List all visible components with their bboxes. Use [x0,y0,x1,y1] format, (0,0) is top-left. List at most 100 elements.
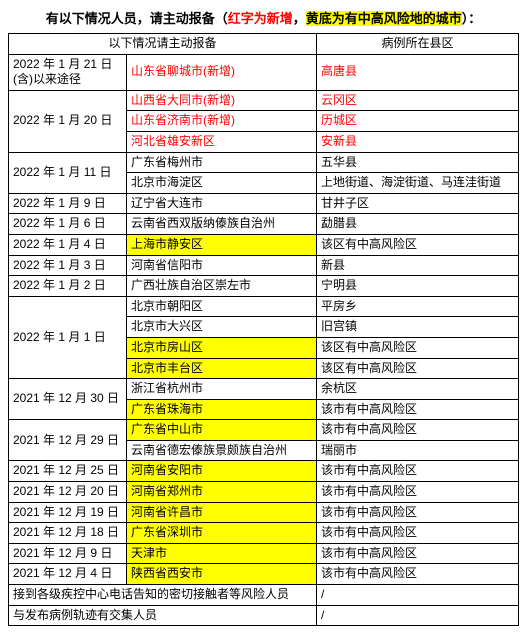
date-cell: 2021 年 12 月 25 日 [9,461,127,482]
city-cell: 广东省中山市 [127,420,317,441]
district-cell: 该市有中高风险区 [317,399,519,420]
table-row: 2021 年 12 月 4 日陕西省西安市该市有中高风险区 [9,564,519,585]
footer-row: 接到各级疾控中心电话告知的密切接触者等风险人员/ [9,585,519,606]
table-row: 2021 年 12 月 25 日河南省安阳市该市有中高风险区 [9,461,519,482]
district-cell: 该市有中高风险区 [317,564,519,585]
table-header-row: 以下情况请主动报备 病例所在县区 [9,34,519,55]
district-cell: 该市有中高风险区 [317,543,519,564]
table-row: 2021 年 12 月 30 日浙江省杭州市余杭区 [9,379,519,400]
city-cell: 山东省聊城市(新增) [127,54,317,90]
table-row: 2022 年 1 月 4 日上海市静安区该区有中高风险区 [9,234,519,255]
date-cell: 2022 年 1 月 21 日(含)以来途径 [9,54,127,90]
date-cell: 2021 年 12 月 9 日 [9,543,127,564]
table-row: 2022 年 1 月 2 日广西壮族自治区崇左市宁明县 [9,276,519,297]
table-row: 2021 年 12 月 9 日天津市该市有中高风险区 [9,543,519,564]
footer-row: 与发布病例轨迹有交集人员/ [9,605,519,626]
city-cell: 河南省许昌市 [127,502,317,523]
title-yellow: 黄底为有中高风险地的城市 [306,11,462,26]
table-row: 2022 年 1 月 6 日云南省西双版纳傣族自治州勐腊县 [9,214,519,235]
table-row: 2021 年 12 月 29 日广东省中山市该市有中高风险区 [9,420,519,441]
city-cell: 山西省大同市(新增) [127,90,317,111]
city-cell: 广东省深圳市 [127,523,317,544]
city-cell: 山东省济南市(新增) [127,111,317,132]
date-cell: 2022 年 1 月 6 日 [9,214,127,235]
date-cell: 2021 年 12 月 18 日 [9,523,127,544]
district-cell: 宁明县 [317,276,519,297]
city-cell: 北京市房山区 [127,337,317,358]
district-cell: 云冈区 [317,90,519,111]
header-col2: 病例所在县区 [317,34,519,55]
city-cell: 云南省西双版纳傣族自治州 [127,214,317,235]
district-cell: 安新县 [317,131,519,152]
city-cell: 北京市丰台区 [127,358,317,379]
date-cell: 2021 年 12 月 29 日 [9,420,127,461]
table-row: 2022 年 1 月 9 日辽宁省大连市甘井子区 [9,193,519,214]
city-cell: 广东省梅州市 [127,152,317,173]
district-cell: 五华县 [317,152,519,173]
district-cell: 该区有中高风险区 [317,358,519,379]
date-cell: 2022 年 1 月 1 日 [9,296,127,378]
footer-value: / [317,605,519,626]
city-cell: 河南省安阳市 [127,461,317,482]
date-cell: 2021 年 12 月 4 日 [9,564,127,585]
district-cell: 该市有中高风险区 [317,523,519,544]
city-cell: 浙江省杭州市 [127,379,317,400]
district-cell: 上地街道、海淀街道、马连洼街道 [317,173,519,194]
city-cell: 河南省信阳市 [127,255,317,276]
footer-value: / [317,585,519,606]
risk-table: 以下情况请主动报备 病例所在县区 2022 年 1 月 21 日(含)以来途径山… [8,33,519,626]
table-row: 2021 年 12 月 20 日河南省郑州市该市有中高风险区 [9,482,519,503]
header-col1: 以下情况请主动报备 [9,34,317,55]
table-row: 2022 年 1 月 11 日广东省梅州市五华县 [9,152,519,173]
date-cell: 2022 年 1 月 11 日 [9,152,127,193]
city-cell: 河北省雄安新区 [127,131,317,152]
title-prefix: 有以下情况人员，请主动报备（ [46,11,228,26]
city-cell: 上海市静安区 [127,234,317,255]
city-cell: 云南省德宏傣族景颇族自治州 [127,440,317,461]
date-cell: 2021 年 12 月 30 日 [9,379,127,420]
table-row: 2021 年 12 月 19 日河南省许昌市该市有中高风险区 [9,502,519,523]
date-cell: 2022 年 1 月 9 日 [9,193,127,214]
district-cell: 该区有中高风险区 [317,234,519,255]
table-row: 2022 年 1 月 3 日河南省信阳市新县 [9,255,519,276]
district-cell: 平房乡 [317,296,519,317]
city-cell: 北京市朝阳区 [127,296,317,317]
date-cell: 2022 年 1 月 2 日 [9,276,127,297]
city-cell: 北京市大兴区 [127,317,317,338]
table-row: 2022 年 1 月 1 日北京市朝阳区平房乡 [9,296,519,317]
table-row: 2021 年 12 月 18 日广东省深圳市该市有中高风险区 [9,523,519,544]
city-cell: 广东省珠海市 [127,399,317,420]
district-cell: 勐腊县 [317,214,519,235]
city-cell: 辽宁省大连市 [127,193,317,214]
footer-label: 与发布病例轨迹有交集人员 [9,605,317,626]
city-cell: 北京市海淀区 [127,173,317,194]
district-cell: 该市有中高风险区 [317,420,519,441]
city-cell: 广西壮族自治区崇左市 [127,276,317,297]
city-cell: 河南省郑州市 [127,482,317,503]
district-cell: 甘井子区 [317,193,519,214]
district-cell: 该市有中高风险区 [317,502,519,523]
city-cell: 陕西省西安市 [127,564,317,585]
date-cell: 2022 年 1 月 3 日 [9,255,127,276]
date-cell: 2021 年 12 月 19 日 [9,502,127,523]
title-mid: ， [293,11,306,26]
district-cell: 旧宫镇 [317,317,519,338]
page-title: 有以下情况人员，请主动报备（红字为新增，黄底为有中高风险地的城市）： [8,8,519,27]
district-cell: 该区有中高风险区 [317,337,519,358]
district-cell: 新县 [317,255,519,276]
district-cell: 瑞丽市 [317,440,519,461]
title-suffix: ）： [462,11,482,26]
city-cell: 天津市 [127,543,317,564]
date-cell: 2022 年 1 月 4 日 [9,234,127,255]
table-row: 2022 年 1 月 21 日(含)以来途径山东省聊城市(新增)高唐县 [9,54,519,90]
title-red: 红字为新增 [228,11,293,26]
district-cell: 高唐县 [317,54,519,90]
table-row: 2022 年 1 月 20 日山西省大同市(新增)云冈区 [9,90,519,111]
district-cell: 历城区 [317,111,519,132]
date-cell: 2021 年 12 月 20 日 [9,482,127,503]
district-cell: 余杭区 [317,379,519,400]
district-cell: 该市有中高风险区 [317,461,519,482]
district-cell: 该市有中高风险区 [317,482,519,503]
date-cell: 2022 年 1 月 20 日 [9,90,127,152]
footer-label: 接到各级疾控中心电话告知的密切接触者等风险人员 [9,585,317,606]
